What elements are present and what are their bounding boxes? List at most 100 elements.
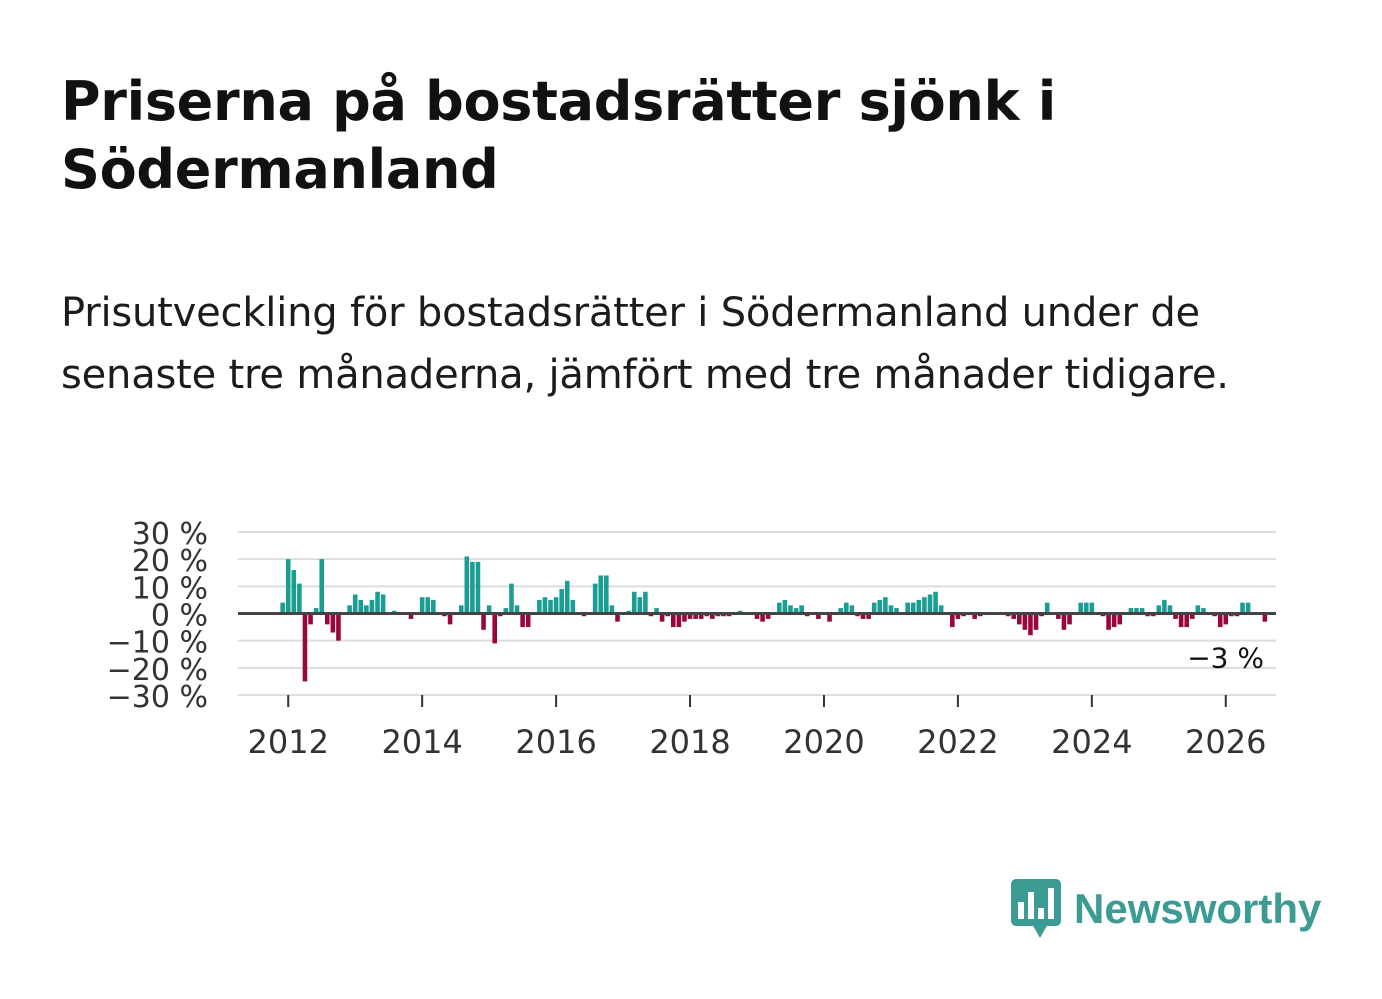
bar — [682, 613, 687, 622]
bar — [1078, 602, 1083, 614]
x-tick-label: 2018 — [649, 723, 730, 761]
bar — [693, 613, 698, 619]
bar — [922, 597, 927, 614]
bar — [1178, 613, 1184, 628]
newsworthy-logo[interactable]: Newsworthy — [1010, 878, 1321, 940]
x-tick-label: 2022 — [917, 723, 998, 761]
bar — [408, 613, 414, 619]
chart-title: Priserna på bostadsrätter sjönk i Söderm… — [61, 70, 1056, 201]
bar — [542, 597, 548, 614]
bar — [816, 613, 821, 619]
bar — [894, 608, 899, 614]
bar — [1106, 613, 1111, 630]
x-tick-label: 2016 — [515, 723, 596, 761]
bar — [1173, 613, 1178, 619]
bar — [1217, 613, 1223, 628]
logo-text: Newsworthy — [1074, 885, 1322, 932]
bar — [1262, 613, 1268, 622]
bar — [297, 583, 302, 614]
bar — [1061, 613, 1067, 630]
bar — [1128, 608, 1134, 614]
bar — [548, 599, 553, 614]
bar — [972, 613, 977, 619]
bar — [352, 594, 358, 614]
bar — [754, 613, 760, 619]
bar — [364, 605, 369, 614]
bar — [1190, 613, 1195, 619]
x-tick-label: 2012 — [248, 723, 329, 761]
bar — [871, 602, 877, 614]
bar — [525, 613, 531, 628]
bar — [777, 602, 782, 614]
bar — [1117, 613, 1123, 625]
bar — [710, 613, 715, 619]
bar — [955, 613, 961, 619]
y-tick-label: 20 % — [132, 544, 208, 579]
bar — [838, 608, 843, 614]
y-tick-label: 30 % — [132, 517, 208, 552]
bar — [1162, 599, 1167, 614]
bar — [291, 570, 297, 614]
bar — [933, 591, 938, 614]
newsworthy-chart-bubble-icon — [1011, 879, 1061, 938]
bar — [503, 608, 509, 614]
bar — [564, 580, 570, 614]
bar — [330, 613, 336, 633]
bar — [631, 591, 637, 614]
bar — [827, 613, 832, 622]
bar — [883, 597, 888, 614]
y-tick-label: 0 % — [151, 599, 208, 634]
bar — [347, 605, 352, 614]
bar — [1033, 613, 1039, 630]
bar — [592, 583, 598, 614]
bar — [1011, 613, 1016, 619]
bar — [520, 613, 525, 628]
bar — [1134, 608, 1139, 614]
bar — [425, 597, 431, 614]
bar — [481, 613, 486, 630]
bar — [280, 602, 285, 614]
annotations: −3 % — [1187, 642, 1264, 675]
bar — [1022, 613, 1028, 630]
x-tick-label: 2026 — [1185, 723, 1266, 761]
bar — [492, 613, 497, 644]
bar — [1056, 613, 1061, 619]
bar — [799, 605, 804, 614]
bar — [765, 613, 771, 619]
y-tick-label: −20 % — [107, 653, 208, 688]
bar — [950, 613, 955, 628]
bar — [1184, 613, 1189, 628]
bar — [844, 602, 849, 614]
bar — [687, 613, 693, 619]
bar — [470, 561, 475, 614]
bar — [464, 556, 470, 614]
bar — [1156, 605, 1162, 614]
y-tick-label: −30 % — [107, 680, 208, 715]
bar — [1223, 613, 1229, 625]
bar — [643, 591, 648, 614]
bar — [1245, 602, 1251, 614]
bar — [1167, 605, 1173, 614]
bar — [615, 613, 620, 622]
last-value-label: −3 % — [1187, 642, 1264, 675]
x-tick-label: 2020 — [783, 723, 864, 761]
bar — [1044, 602, 1050, 614]
bar — [537, 599, 542, 614]
bar — [1017, 613, 1022, 625]
bar — [431, 599, 436, 614]
bar — [604, 575, 609, 614]
bar — [514, 605, 520, 614]
bar — [559, 589, 564, 614]
bar — [910, 602, 916, 614]
grid-lines — [238, 531, 1276, 696]
bar — [447, 613, 453, 625]
bar — [375, 591, 380, 614]
bar — [369, 599, 375, 614]
y-tick-label: −10 % — [107, 626, 208, 661]
bar — [760, 613, 765, 622]
bar — [308, 613, 313, 625]
bar — [598, 575, 604, 614]
bar — [849, 605, 855, 614]
bar — [319, 559, 324, 614]
bar — [285, 559, 291, 614]
